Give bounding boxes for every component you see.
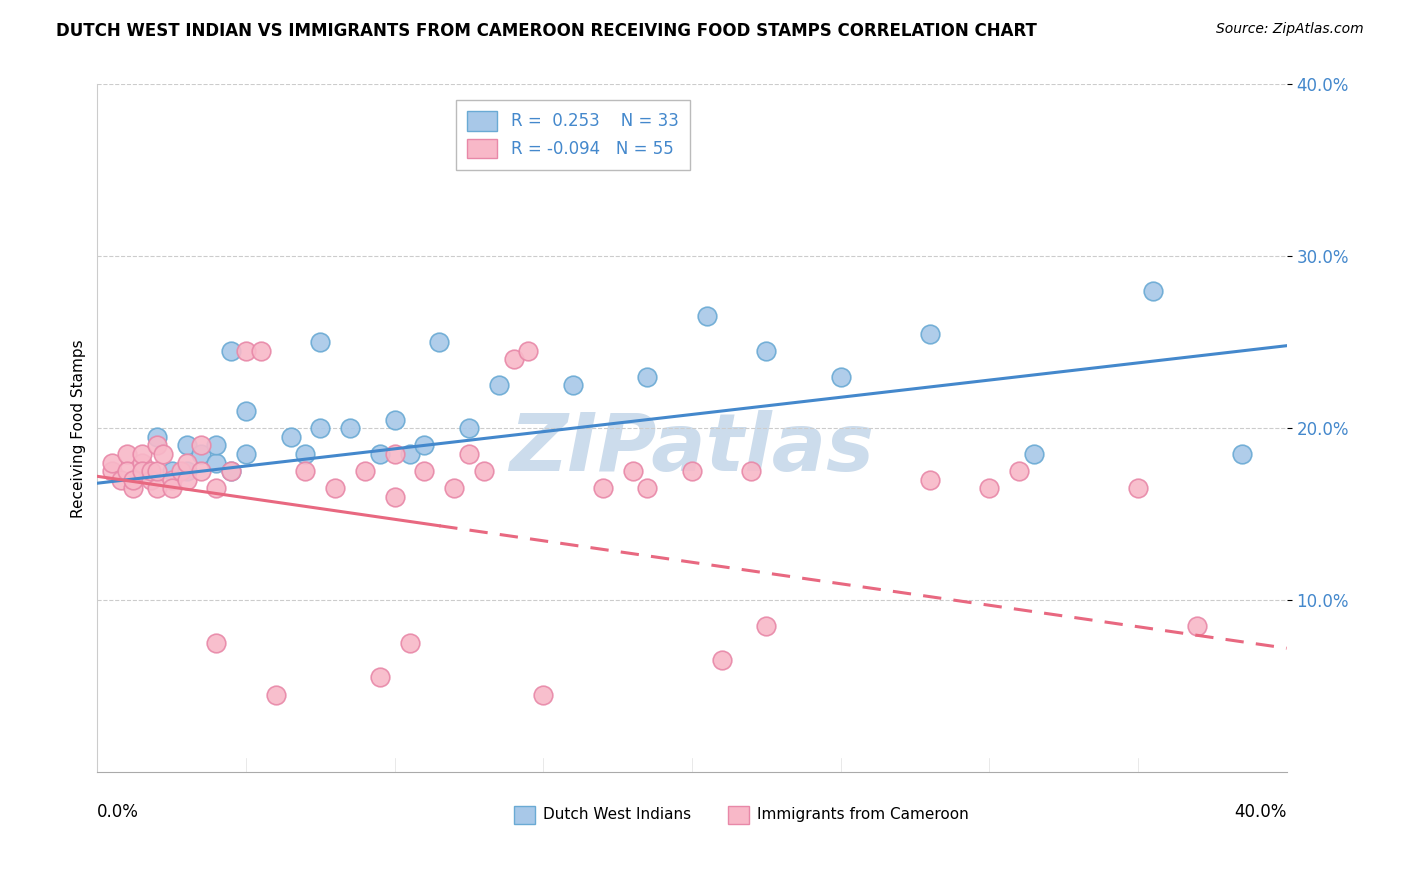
Point [1126,481,1149,495]
Point [592,481,614,495]
Point [413,464,436,478]
Point [264,688,287,702]
Point [755,343,778,358]
Point [205,636,228,650]
Point [323,481,346,495]
Point [101,456,124,470]
Point [458,447,481,461]
Point [636,369,658,384]
Point [169,464,191,478]
Point [139,464,162,478]
Point [710,653,733,667]
Point [384,447,406,461]
Point [160,464,183,478]
Point [190,447,212,461]
Point [205,456,228,470]
Point [146,481,169,495]
Point [368,447,391,461]
Point [918,473,941,487]
Text: 40.0%: 40.0% [1234,803,1286,821]
Point [101,464,124,478]
Point [131,456,153,470]
Legend: R =  0.253    N = 33, R = -0.094   N = 55: R = 0.253 N = 33, R = -0.094 N = 55 [456,100,690,169]
Point [176,456,198,470]
Point [354,464,377,478]
Point [1142,284,1164,298]
Point [122,481,145,495]
Point [115,464,138,478]
Point [219,464,242,478]
Point [740,464,762,478]
Point [235,404,257,418]
Point [443,481,465,495]
Point [280,430,302,444]
Point [472,464,495,478]
Point [309,421,332,435]
Point [160,473,183,487]
Point [636,481,658,495]
Point [190,438,212,452]
Point [294,447,316,461]
Point [1008,464,1031,478]
Point [160,481,183,495]
FancyBboxPatch shape [513,806,536,823]
Point [294,464,316,478]
Point [339,421,361,435]
FancyBboxPatch shape [728,806,749,823]
Point [621,464,644,478]
Point [176,464,198,478]
Point [131,464,153,478]
Point [235,447,257,461]
Point [139,473,162,487]
Point [979,481,1001,495]
Point [146,438,169,452]
Point [384,490,406,504]
Point [131,464,153,478]
Point [1187,619,1209,633]
Point [205,481,228,495]
Point [190,464,212,478]
Point [146,430,169,444]
Point [502,352,524,367]
Point [531,688,554,702]
Point [368,670,391,684]
Point [219,464,242,478]
Point [152,447,174,461]
Point [458,421,481,435]
Point [205,438,228,452]
Point [413,438,436,452]
Point [110,473,132,487]
Text: Source: ZipAtlas.com: Source: ZipAtlas.com [1216,22,1364,37]
Point [122,473,145,487]
Point [309,335,332,350]
Text: Immigrants from Cameroon: Immigrants from Cameroon [758,807,969,822]
Point [755,619,778,633]
Text: 0.0%: 0.0% [97,803,139,821]
Point [562,378,585,392]
Point [176,438,198,452]
Point [918,326,941,341]
Point [696,310,718,324]
Text: DUTCH WEST INDIAN VS IMMIGRANTS FROM CAMEROON RECEIVING FOOD STAMPS CORRELATION : DUTCH WEST INDIAN VS IMMIGRANTS FROM CAM… [56,22,1038,40]
Point [517,343,540,358]
Point [115,447,138,461]
Point [398,447,420,461]
Point [219,343,242,358]
Point [384,412,406,426]
Point [1022,447,1045,461]
Point [176,473,198,487]
Point [830,369,852,384]
Point [146,464,169,478]
Text: Dutch West Indians: Dutch West Indians [543,807,692,822]
Y-axis label: Receiving Food Stamps: Receiving Food Stamps [72,339,86,517]
Point [235,343,257,358]
Point [488,378,510,392]
Point [398,636,420,650]
Point [681,464,703,478]
Text: ZIPatlas: ZIPatlas [509,409,875,488]
Point [427,335,450,350]
Point [1230,447,1253,461]
Point [131,447,153,461]
Point [250,343,273,358]
